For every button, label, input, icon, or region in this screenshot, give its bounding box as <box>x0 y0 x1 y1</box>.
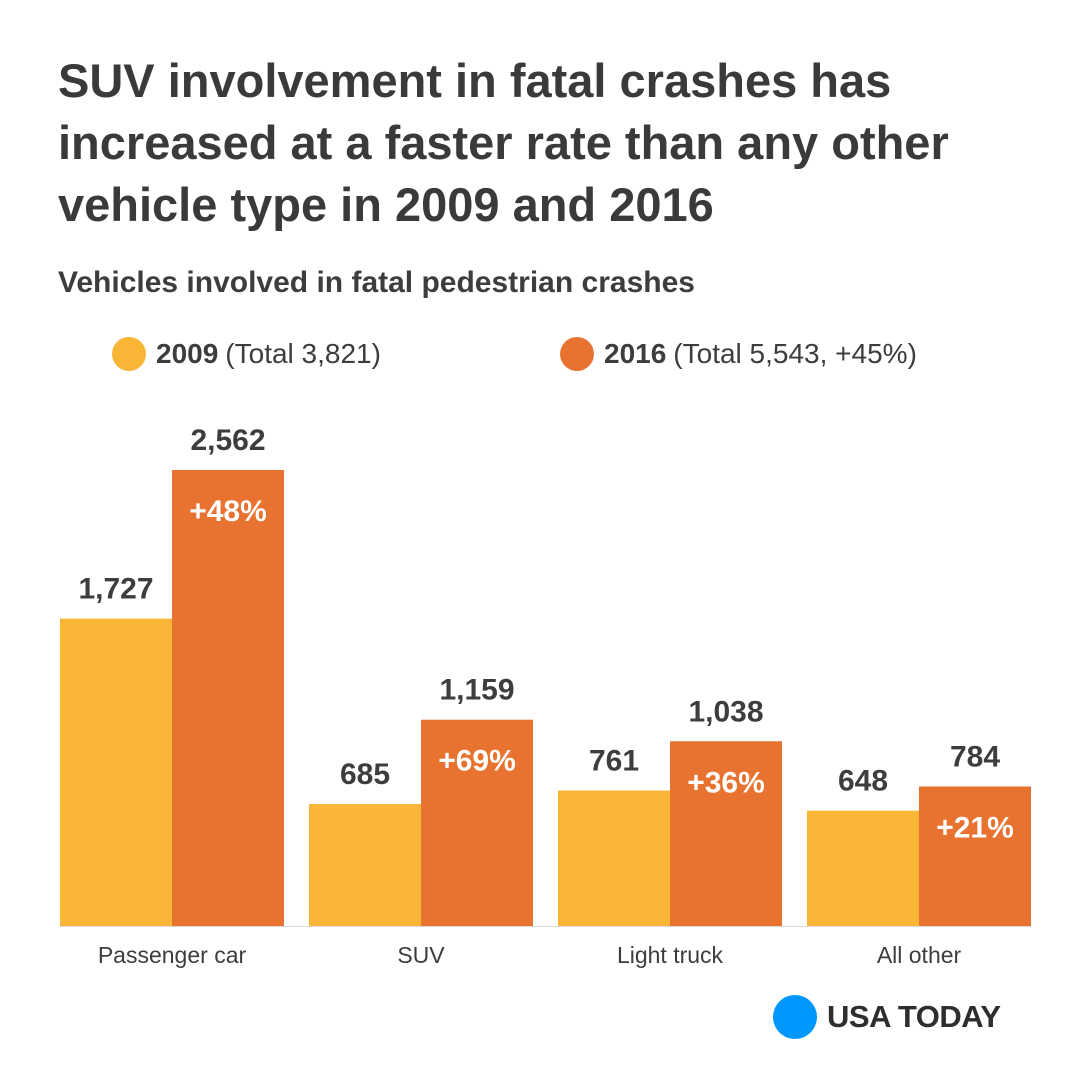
change-label-2: +36% <box>687 766 765 799</box>
legend-detail-2016: (Total 5,543, +45%) <box>673 338 917 369</box>
category-label-3: All other <box>877 942 962 968</box>
bar-2009-3 <box>807 810 919 926</box>
value-label-2016-1: 1,159 <box>439 674 514 707</box>
change-label-1: +69% <box>438 745 516 778</box>
chart-title: SUV involvement in fatal crashes has inc… <box>58 54 949 231</box>
bar-2009-1 <box>309 804 421 926</box>
legend-swatch-2016 <box>560 337 594 371</box>
category-label-2: Light truck <box>617 942 724 968</box>
value-label-2009-2: 761 <box>589 745 639 778</box>
legend-item-2016: 2016 (Total 5,543, +45%) <box>560 334 917 374</box>
value-label-2016-3: 784 <box>950 740 1000 773</box>
legend-year-2016: 2016 <box>604 338 667 369</box>
bar-2009-0 <box>60 618 172 926</box>
value-label-2009-0: 1,727 <box>78 573 153 606</box>
bar-2016-1 <box>421 719 533 926</box>
brand-name: USA TODAY <box>827 999 1001 1034</box>
brand-logo: USA TODAY <box>773 995 1001 1039</box>
change-label-0: +48% <box>189 495 267 528</box>
category-label-0: Passenger car <box>98 942 247 968</box>
value-label-2009-3: 648 <box>838 765 888 798</box>
legend-detail-2009: (Total 3,821) <box>225 338 381 369</box>
brand-dot-icon <box>773 995 817 1039</box>
value-label-2009-1: 685 <box>340 758 390 791</box>
change-label-3: +21% <box>936 811 1014 844</box>
value-label-2016-0: 2,562 <box>190 424 265 457</box>
legend-year-2009: 2009 <box>156 338 219 369</box>
bar-2016-3 <box>919 786 1031 926</box>
chart-subtitle: Vehicles involved in fatal pedestrian cr… <box>58 266 695 299</box>
legend-swatch-2009 <box>112 337 146 371</box>
bar-2016-0 <box>172 470 284 926</box>
value-label-2016-2: 1,038 <box>688 695 763 728</box>
category-label-1: SUV <box>397 942 445 968</box>
bar-2016-2 <box>670 741 782 926</box>
bar-2009-2 <box>558 790 670 926</box>
legend-item-2009: 2009 (Total 3,821) <box>112 334 381 374</box>
